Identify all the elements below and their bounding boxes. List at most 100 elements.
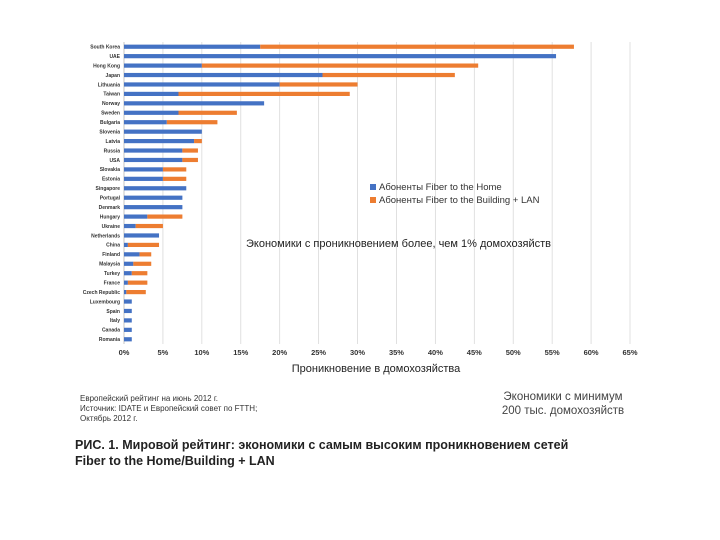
bar-fttb xyxy=(127,242,160,248)
bar-ftth xyxy=(124,54,557,59)
x-tick-label: 50% xyxy=(506,348,521,357)
bar-ftth xyxy=(124,233,160,238)
x-tick-labels: 0% 5% 10% 15% 20% 25% 30% 35% 40% 45% 50% 55% 60% 65% xyxy=(119,348,638,357)
category-label: Hong Kong xyxy=(93,63,120,69)
category-label: Canada xyxy=(102,328,120,334)
bar-fttb xyxy=(260,44,574,49)
category-label: China xyxy=(106,243,120,249)
bar-fttb xyxy=(126,289,146,295)
bar-ftth xyxy=(124,120,167,125)
bar-ftth xyxy=(124,337,132,342)
category-label: Lithuania xyxy=(98,82,120,88)
bar-fttb xyxy=(135,223,163,229)
caption-line-1: РИС. 1. Мировой рейтинг: экономики с сам… xyxy=(75,437,675,453)
x-tick-label: 45% xyxy=(467,348,482,357)
category-label: Singapore xyxy=(96,186,121,192)
category-label: Hungary xyxy=(100,214,121,220)
x-tick-label: 55% xyxy=(545,348,560,357)
bar-fttb xyxy=(182,157,198,163)
category-label: Sweden xyxy=(101,111,120,117)
bar-fttb xyxy=(162,167,187,172)
category-label: Slovenia xyxy=(99,129,120,135)
x-tick-label: 35% xyxy=(389,348,404,357)
bar-fttb xyxy=(139,252,152,257)
bar-fttb xyxy=(147,214,183,219)
category-label: France xyxy=(104,280,121,286)
category-label: Netherlands xyxy=(91,233,120,239)
category-label: Bulgaria xyxy=(100,120,120,126)
legend-label-fttb: Абоненты Fiber to the Building + LAN xyxy=(379,195,540,206)
category-label: Latvia xyxy=(106,139,121,145)
category-label: Russia xyxy=(104,148,121,154)
category-label: UAE xyxy=(109,54,120,60)
bar-fttb xyxy=(178,110,237,115)
category-label: Slovakia xyxy=(100,167,121,173)
caption-line-2: Fiber to the Home/Building + LAN xyxy=(75,454,275,468)
x-tick-label: 20% xyxy=(272,348,287,357)
bar-ftth xyxy=(124,167,163,172)
bar-ftth xyxy=(124,176,163,181)
bar-ftth xyxy=(124,289,127,295)
bar-fttb xyxy=(178,91,350,97)
bar-ftth xyxy=(124,186,187,191)
category-label: Estonia xyxy=(102,177,120,183)
x-tick-label: 0% xyxy=(119,348,130,357)
legend-swatch-fttb xyxy=(370,197,376,203)
bar-ftth xyxy=(124,261,134,266)
bar-ftth xyxy=(124,44,261,49)
bar-ftth xyxy=(124,205,183,210)
x-tick-label: 40% xyxy=(428,348,443,357)
bar-ftth xyxy=(124,101,265,106)
bar-fttb xyxy=(201,63,479,68)
legend: Абоненты Fiber to the Home Абоненты Fibe… xyxy=(370,182,540,206)
minimum-line-1: Экономики с минимум xyxy=(503,391,623,403)
category-label: USA xyxy=(109,158,120,164)
source-line-2: Источник: IDATE и Европейский совет по F… xyxy=(80,404,258,413)
bar-fttb xyxy=(131,271,148,276)
category-label: Denmark xyxy=(99,205,121,211)
bar-ftth xyxy=(124,280,128,285)
bar-ftth xyxy=(124,138,195,144)
category-label: Japan xyxy=(106,73,120,79)
source-note: Европейский рейтинг на июнь 2012 г. Исто… xyxy=(80,394,257,424)
bar-ftth xyxy=(124,91,179,97)
x-tick-label: 65% xyxy=(622,348,637,357)
category-label: Italy xyxy=(110,318,120,324)
minimum-line-2: 200 тыс. домохозяйств xyxy=(501,405,625,417)
bar-ftth xyxy=(124,72,323,78)
bar-ftth xyxy=(124,214,148,219)
category-label: Norway xyxy=(102,101,120,107)
chart-bars xyxy=(124,44,574,342)
category-label: Luxembourg xyxy=(90,299,120,305)
x-tick-label: 60% xyxy=(584,348,599,357)
bar-ftth xyxy=(124,271,132,276)
source-line-1: Европейский рейтинг на июнь 2012 г. xyxy=(80,394,219,403)
bar-ftth xyxy=(124,223,136,229)
bar-ftth xyxy=(124,299,132,304)
category-label: Romania xyxy=(99,337,120,343)
legend-label-ftth: Абоненты Fiber to the Home xyxy=(379,182,502,193)
bar-ftth xyxy=(124,318,132,323)
bar-ftth xyxy=(124,110,179,115)
source-line-3: Октябрь 2012 г. xyxy=(80,414,138,423)
category-label: Czech Republic xyxy=(83,290,120,296)
bar-fttb xyxy=(133,261,152,266)
x-tick-label: 10% xyxy=(194,348,209,357)
bar-fttb xyxy=(162,176,187,181)
bar-ftth xyxy=(124,129,202,134)
figure-caption: РИС. 1. Мировой рейтинг: экономики с сам… xyxy=(75,437,675,469)
x-tick-label: 5% xyxy=(158,348,169,357)
bar-fttb xyxy=(279,82,358,87)
category-label: Taiwan xyxy=(103,92,120,98)
bar-ftth xyxy=(124,195,183,200)
x-axis-label: Проникновение в домохозяйства xyxy=(292,363,461,375)
bar-fttb xyxy=(127,280,148,285)
x-tick-label: 25% xyxy=(311,348,326,357)
caption-title: Мировой рейтинг: экономики с самым высок… xyxy=(122,438,569,452)
bar-ftth xyxy=(124,308,132,314)
category-label: Portugal xyxy=(100,196,121,202)
bar-ftth xyxy=(124,82,280,87)
figure-number: РИС. 1. xyxy=(75,438,119,452)
category-label: Finland xyxy=(102,252,120,258)
bar-ftth xyxy=(124,157,183,163)
